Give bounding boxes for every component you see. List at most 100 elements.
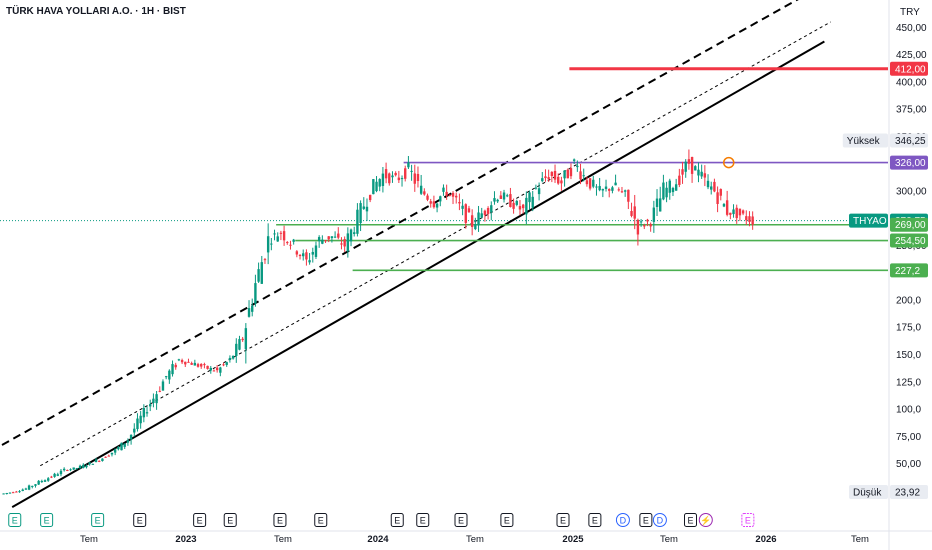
candle-body bbox=[11, 492, 15, 494]
candle-body bbox=[713, 181, 716, 192]
price-axis-tag-label: THYAO bbox=[853, 216, 887, 227]
candle-body bbox=[203, 364, 206, 366]
candle-body bbox=[270, 243, 273, 245]
event-label: E bbox=[687, 516, 693, 526]
candle-body bbox=[506, 195, 509, 197]
candle-body bbox=[260, 262, 263, 284]
earnings-event-icon[interactable] bbox=[8, 513, 22, 527]
candle-body bbox=[445, 191, 448, 196]
earnings-event-icon[interactable] bbox=[91, 513, 105, 527]
earnings-event-icon[interactable] bbox=[639, 513, 653, 527]
candle-body bbox=[104, 456, 107, 458]
candle-body bbox=[496, 199, 499, 202]
event-label: E bbox=[560, 516, 566, 526]
candle-body bbox=[633, 206, 636, 219]
earnings-event-icon[interactable] bbox=[193, 513, 207, 527]
price-axis-tag-value: 23,92 bbox=[895, 488, 920, 499]
candle-body bbox=[273, 233, 276, 235]
earnings-event-icon[interactable] bbox=[133, 513, 147, 527]
candle-body bbox=[200, 363, 203, 367]
candle-body bbox=[643, 225, 646, 227]
candle-body bbox=[719, 189, 722, 196]
candle-body bbox=[515, 200, 518, 205]
earnings-event-icon[interactable] bbox=[741, 513, 755, 527]
candle-body bbox=[547, 177, 550, 180]
candle-body bbox=[416, 173, 420, 182]
candle-body bbox=[359, 203, 362, 224]
candle-body bbox=[451, 192, 455, 197]
candle-body bbox=[305, 252, 308, 260]
candle-body bbox=[407, 162, 410, 168]
candle-body bbox=[419, 185, 423, 194]
earnings-event-icon[interactable] bbox=[500, 513, 514, 527]
earnings-event-icon[interactable] bbox=[223, 513, 237, 527]
candle-body bbox=[528, 192, 531, 203]
earnings-event-icon[interactable] bbox=[390, 513, 404, 527]
candle-body bbox=[66, 469, 69, 471]
candle-body bbox=[636, 219, 640, 235]
candle-body bbox=[47, 478, 50, 481]
x-tick-label: 2025 bbox=[562, 534, 584, 545]
y-tick-label: 300,00 bbox=[896, 186, 927, 197]
candle-body bbox=[168, 370, 171, 380]
earnings-event-icon[interactable] bbox=[454, 513, 468, 527]
candle-body bbox=[655, 198, 659, 207]
candle-body bbox=[611, 187, 614, 191]
trendline-solid[interactable] bbox=[11, 40, 825, 509]
trendline-dashed[interactable] bbox=[1, 0, 818, 446]
candle-body bbox=[235, 343, 238, 357]
candle-body bbox=[579, 171, 582, 180]
candle-body bbox=[674, 184, 678, 191]
candle-body bbox=[375, 181, 378, 192]
candle-body bbox=[608, 189, 611, 191]
candle-body bbox=[745, 216, 748, 221]
split-event-icon[interactable] bbox=[698, 513, 713, 527]
earnings-event-icon[interactable] bbox=[416, 513, 430, 527]
candle-body bbox=[751, 216, 754, 225]
candle-body bbox=[292, 239, 295, 242]
chart-title: TÜRK HAVA YOLLARI A.O. · 1H · BIST bbox=[6, 6, 186, 17]
earnings-event-icon[interactable] bbox=[40, 513, 54, 527]
candle-body bbox=[557, 176, 560, 184]
candle-body bbox=[741, 210, 745, 214]
candle-body bbox=[2, 493, 5, 495]
event-label: E bbox=[95, 516, 101, 526]
candle-body bbox=[455, 195, 458, 198]
earnings-event-icon[interactable] bbox=[684, 513, 697, 527]
candle-body bbox=[5, 492, 8, 494]
candle-body bbox=[78, 465, 82, 469]
trendline-dotted[interactable] bbox=[40, 21, 831, 467]
dividend-event-icon[interactable] bbox=[652, 513, 667, 527]
price-axis-tag-value: 227,2 bbox=[895, 266, 920, 277]
candle-body bbox=[327, 236, 330, 240]
candle-body bbox=[190, 362, 193, 365]
event-label: E bbox=[504, 516, 510, 526]
candle-body bbox=[502, 192, 506, 200]
y-tick-label: 100,0 bbox=[896, 405, 921, 416]
candle-body bbox=[391, 175, 394, 178]
currency-label: TRY bbox=[900, 7, 920, 18]
candle-body bbox=[678, 175, 681, 185]
event-label: D bbox=[620, 516, 627, 526]
candle-body bbox=[697, 169, 700, 176]
candle-body bbox=[378, 179, 381, 187]
candle-body bbox=[59, 470, 63, 475]
alert-marker-icon[interactable] bbox=[723, 156, 735, 169]
earnings-event-icon[interactable] bbox=[314, 513, 328, 527]
x-tick-label: Tem bbox=[274, 534, 292, 545]
earnings-event-icon[interactable] bbox=[556, 513, 570, 527]
event-label: D bbox=[657, 516, 664, 526]
candle-body bbox=[477, 212, 480, 226]
candle-body bbox=[298, 254, 302, 257]
candle-body bbox=[659, 198, 662, 212]
candle-body bbox=[15, 491, 18, 493]
earnings-event-icon[interactable] bbox=[588, 513, 602, 527]
candle-body bbox=[439, 196, 442, 202]
candle-body bbox=[308, 260, 311, 263]
dividend-event-icon[interactable] bbox=[615, 513, 630, 527]
earnings-event-icon[interactable] bbox=[273, 513, 287, 527]
candle-body bbox=[413, 173, 416, 184]
candle-body bbox=[53, 473, 56, 477]
candle-body bbox=[518, 206, 522, 210]
